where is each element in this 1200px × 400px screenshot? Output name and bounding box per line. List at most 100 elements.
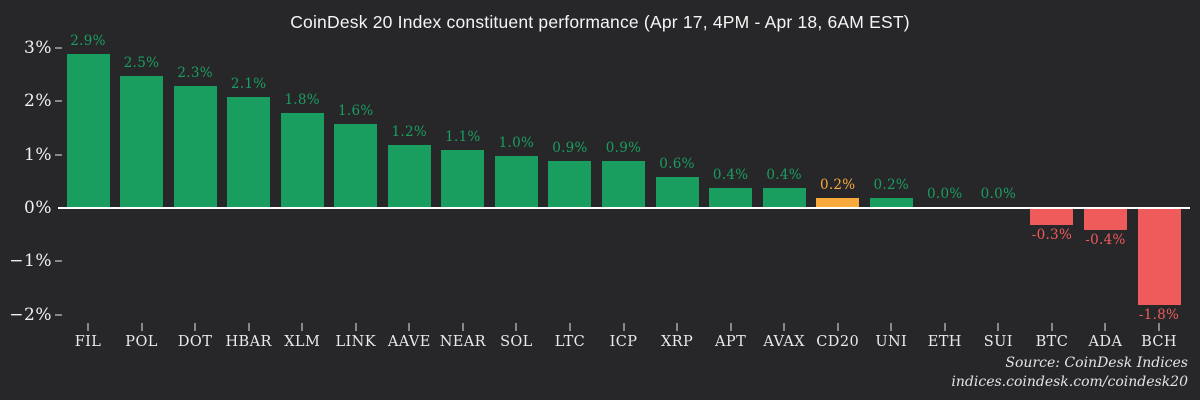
x-axis-label: APT: [715, 334, 747, 350]
bar: [816, 198, 860, 209]
bar: [1083, 209, 1127, 231]
bar: [709, 187, 753, 209]
bar-value-label: 0.9%: [605, 140, 642, 157]
bar-value-label: 0.2%: [873, 177, 909, 194]
bar: [548, 161, 592, 209]
bar-value-label: 2.5%: [123, 54, 160, 71]
x-axis-label: HBAR: [225, 334, 272, 350]
bar-value-label: 2.9%: [70, 33, 106, 50]
y-axis-label: −2%: [9, 304, 52, 325]
x-axis-label: AAVE: [387, 334, 431, 350]
bar: [173, 86, 217, 209]
bar-value-label: 1.0%: [498, 134, 535, 151]
x-axis-label: DOT: [177, 334, 213, 350]
x-axis-label: AVAX: [763, 334, 805, 350]
x-axis-label: XLM: [284, 334, 321, 350]
bar-value-label: 1.1%: [445, 129, 481, 146]
bar: [334, 123, 378, 209]
x-axis-tick: [1051, 323, 1053, 331]
bar: [494, 155, 538, 209]
x-axis-tick: [944, 323, 946, 331]
bar: [655, 177, 699, 209]
x-axis-tick: [141, 323, 143, 331]
x-axis-label: UNI: [875, 334, 908, 350]
bar-value-label: 1.2%: [391, 124, 428, 141]
bar-value-label: 1.8%: [284, 92, 320, 109]
bar: [66, 54, 110, 209]
source-credit: Source: CoinDesk Indices indices.coindes…: [951, 354, 1188, 392]
bar: [1137, 209, 1181, 305]
x-axis-label: ETH: [927, 334, 962, 350]
bar-value-label: -1.8%: [1138, 306, 1180, 323]
y-axis-tick: [55, 100, 62, 102]
x-axis-tick: [783, 323, 785, 331]
bar: [227, 97, 271, 209]
bar: [441, 150, 485, 209]
bar-value-label: 0.4%: [766, 166, 802, 183]
bar: [387, 145, 431, 209]
bar: [762, 187, 806, 209]
x-axis-tick: [837, 323, 839, 331]
zero-axis-line: [58, 207, 1190, 209]
x-axis-tick: [676, 323, 678, 331]
bar-value-label: 0.0%: [980, 186, 1017, 202]
y-axis-tick: [55, 47, 62, 49]
bar-value-label: 1.6%: [338, 102, 374, 119]
bar: [869, 198, 913, 209]
x-axis-label: BCH: [1141, 334, 1177, 350]
bar-value-label: 0.9%: [552, 140, 588, 157]
bar: [280, 113, 324, 209]
x-axis-label: LTC: [554, 334, 586, 350]
x-axis-tick: [301, 323, 303, 331]
bar: [1030, 209, 1074, 225]
y-axis-label: 0%: [24, 198, 52, 218]
x-axis-tick: [462, 323, 464, 331]
bar-value-label: 2.1%: [230, 76, 267, 93]
x-axis-label: CD20: [816, 334, 860, 350]
y-axis-label: −1%: [9, 251, 52, 272]
source-url: indices.coindesk.com/coindesk20: [951, 374, 1188, 391]
x-axis-tick: [248, 323, 250, 331]
x-axis-tick: [623, 323, 624, 331]
x-axis-tick: [355, 323, 357, 331]
x-axis-tick: [87, 323, 89, 331]
y-axis-label: 3%: [24, 38, 52, 59]
bar-value-label: 0.6%: [659, 156, 695, 173]
x-axis-tick: [997, 323, 999, 331]
x-axis-label: ADA: [1088, 334, 1123, 350]
x-axis-tick: [194, 323, 196, 331]
bar-value-label: 0.0%: [927, 186, 963, 202]
y-axis-label: 1%: [24, 144, 52, 165]
x-axis-tick: [569, 323, 571, 331]
y-axis-tick: [55, 154, 62, 156]
bar-value-label: -0.4%: [1085, 232, 1126, 249]
x-axis-label: NEAR: [439, 334, 486, 350]
bar-value-label: 0.4%: [712, 166, 749, 183]
bar-value-label: -0.3%: [1031, 226, 1073, 243]
source-line: Source: CoinDesk Indices: [1005, 355, 1188, 372]
x-axis-tick: [515, 323, 517, 331]
x-axis-tick: [730, 323, 732, 331]
chart-title: CoinDesk 20 Index constituent performanc…: [290, 12, 910, 32]
x-axis-label: XRP: [660, 334, 694, 350]
x-axis-label: SUI: [983, 334, 1013, 350]
x-axis-label: SOL: [500, 334, 533, 350]
x-axis-label: BTC: [1035, 334, 1069, 350]
bar: [602, 161, 645, 209]
y-axis-tick: [55, 260, 62, 262]
x-axis-label: FIL: [74, 334, 102, 350]
x-axis-tick: [1158, 323, 1160, 331]
x-axis-tick: [408, 323, 410, 331]
y-axis-label: 2%: [24, 91, 52, 112]
bar-value-label: 0.2%: [819, 177, 856, 194]
x-axis-label: ICP: [609, 334, 638, 350]
x-axis-tick: [890, 323, 892, 331]
x-axis-tick: [1104, 323, 1106, 331]
x-axis-label: POL: [125, 334, 158, 350]
y-axis-tick: [55, 314, 62, 316]
bar-value-label: 2.3%: [177, 65, 213, 82]
bar: [120, 75, 164, 209]
x-axis-label: LINK: [335, 334, 376, 350]
